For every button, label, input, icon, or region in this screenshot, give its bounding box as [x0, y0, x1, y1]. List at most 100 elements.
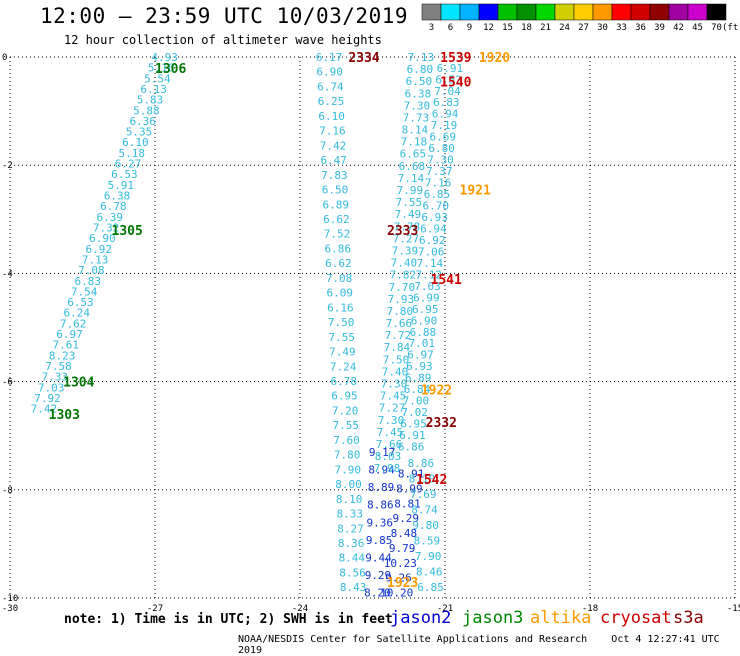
- wave-height-value: 8.36: [338, 537, 365, 550]
- wave-height-value: 7.80: [387, 305, 414, 318]
- pass-time-label: 2334: [348, 51, 379, 66]
- wave-height-value: 6.10: [318, 110, 345, 123]
- colorbar-label: 6: [448, 23, 453, 33]
- wave-height-value: 7.27: [379, 402, 406, 415]
- wave-height-value: 7.93: [388, 293, 415, 306]
- wave-height-value: 5.54: [144, 72, 171, 85]
- colorbar-label: 12: [483, 23, 494, 33]
- wave-height-value: 6.68: [399, 160, 426, 173]
- satellite-legend-4: cryosat: [600, 608, 672, 628]
- wave-height-value: 7.40: [382, 365, 409, 378]
- wave-height-value: 6.36: [129, 115, 156, 128]
- wave-height-value: 6.38: [405, 87, 432, 100]
- pass-time-label: 1306: [155, 62, 186, 77]
- wave-height-value: 6.74: [317, 80, 344, 93]
- wave-height-value: 7.90: [335, 463, 362, 476]
- wave-height-value: 6.83: [75, 275, 102, 288]
- wave-height-value: 7.52: [324, 228, 351, 241]
- wave-height-value: 7.19: [431, 119, 458, 132]
- wave-height-value: 6.95: [331, 390, 358, 403]
- wave-height-value: 7.50: [383, 353, 410, 366]
- y-tick-label: -10: [2, 594, 18, 604]
- wave-height-value: 5.35: [126, 126, 153, 139]
- wave-height-value: 6.80: [407, 63, 434, 76]
- wave-height-value: 6.88: [410, 326, 437, 339]
- wave-height-value: 6.84: [404, 383, 431, 396]
- wave-height-value: 6.52: [435, 73, 462, 86]
- colorbar-unit: (ft): [722, 23, 740, 33]
- wave-height-value: 6.53: [67, 296, 94, 309]
- wave-height-value: 6.90: [411, 314, 438, 327]
- colorbar-label: 39: [654, 23, 665, 33]
- wave-height-value: 7.03: [38, 381, 65, 394]
- footer-center: NOAA/NESDIS Center for Satellite Applica…: [238, 634, 588, 645]
- wave-height-value: 7.16: [319, 125, 346, 138]
- wave-height-value: 7.33: [42, 371, 69, 384]
- wave-height-value: 7.58: [45, 360, 72, 373]
- colorbar-label: 15: [502, 23, 513, 33]
- wave-height-value: 8.59: [414, 535, 441, 548]
- colorbar-label: 9: [467, 23, 472, 33]
- wave-height-value: 7.54: [71, 285, 98, 298]
- wave-height-value: 7.01: [408, 337, 435, 350]
- wave-height-value: 6.09: [326, 287, 353, 300]
- colorbar-swatch: [706, 3, 727, 21]
- wave-height-value: 9.79: [389, 542, 416, 555]
- wave-height-value: 9.17: [369, 446, 396, 459]
- wave-height-value: 8.89: [368, 481, 395, 494]
- wave-height-value: 7.03: [414, 280, 441, 293]
- pass-time-label: 1540: [440, 75, 471, 90]
- wave-height-value: 6.16: [327, 301, 354, 314]
- wave-height-value: 7.69: [410, 488, 437, 501]
- wave-height-value: 6.92: [419, 234, 446, 247]
- x-tick-label: -15: [727, 604, 740, 614]
- map-subtitle: 12 hour collection of altimeter wave hei…: [64, 33, 382, 47]
- wave-height-value: 7.08: [78, 264, 105, 277]
- map-title: 12:00 — 23:59 UTC 10/03/2019: [40, 4, 409, 28]
- colorbar-swatch: [668, 3, 689, 21]
- colorbar-label: 21: [540, 23, 551, 33]
- wave-height-value: 6.38: [104, 190, 131, 203]
- wave-height-value: 7.49: [395, 208, 422, 221]
- wave-height-value: 6.53: [111, 168, 138, 181]
- wave-height-value: 8.91: [398, 468, 425, 481]
- colorbar-label: 36: [635, 23, 646, 33]
- wave-height-value: 8.20: [364, 587, 391, 600]
- wave-height-value: 7.08: [326, 272, 353, 285]
- colorbar-label: 24: [559, 23, 570, 33]
- colorbar-label: 18: [521, 23, 532, 33]
- y-tick-label: 0: [2, 53, 7, 63]
- y-tick-label: -2: [2, 161, 13, 171]
- wave-height-value: 7.55: [333, 419, 360, 432]
- wave-height-value: 7.27: [393, 232, 420, 245]
- colorbar-swatch: [440, 3, 461, 21]
- wave-height-value: 9.85: [366, 534, 393, 547]
- wave-height-value: 9.44: [365, 551, 392, 564]
- wave-height-value: 9.29: [392, 512, 419, 525]
- wave-height-value: 6.91: [399, 429, 426, 442]
- wave-height-value: 6.99: [413, 291, 440, 304]
- wave-height-value: 7.30: [378, 414, 405, 427]
- wave-height-value: 6.25: [318, 95, 345, 108]
- wave-height-value: 6.10: [122, 136, 149, 149]
- wave-height-value: 7.55: [396, 196, 423, 209]
- wave-height-value: 7.45: [377, 426, 404, 439]
- wave-height-value: 7.39: [392, 244, 419, 257]
- wave-height-value: 7.24: [330, 360, 357, 373]
- wave-height-value: 6.70: [423, 200, 450, 213]
- wave-height-value: 6.90: [89, 232, 116, 245]
- wave-height-value: 5.83: [137, 94, 164, 107]
- pass-time-label: 2332: [426, 416, 457, 431]
- wave-height-value: 10.20: [380, 587, 413, 600]
- satellite-legend-3: altika: [530, 608, 591, 628]
- wave-height-value: 7.70: [389, 281, 416, 294]
- wave-height-value: 4.93: [151, 51, 178, 64]
- colorbar-label: 33: [616, 23, 627, 33]
- wave-height-value: 7.80: [334, 449, 361, 462]
- wave-height-value: 6.13: [140, 83, 167, 96]
- wave-height-value: 8.46: [416, 566, 443, 579]
- wave-height-value: 7.50: [328, 316, 355, 329]
- colorbar-swatch: [611, 3, 632, 21]
- y-tick-label: -8: [2, 486, 13, 496]
